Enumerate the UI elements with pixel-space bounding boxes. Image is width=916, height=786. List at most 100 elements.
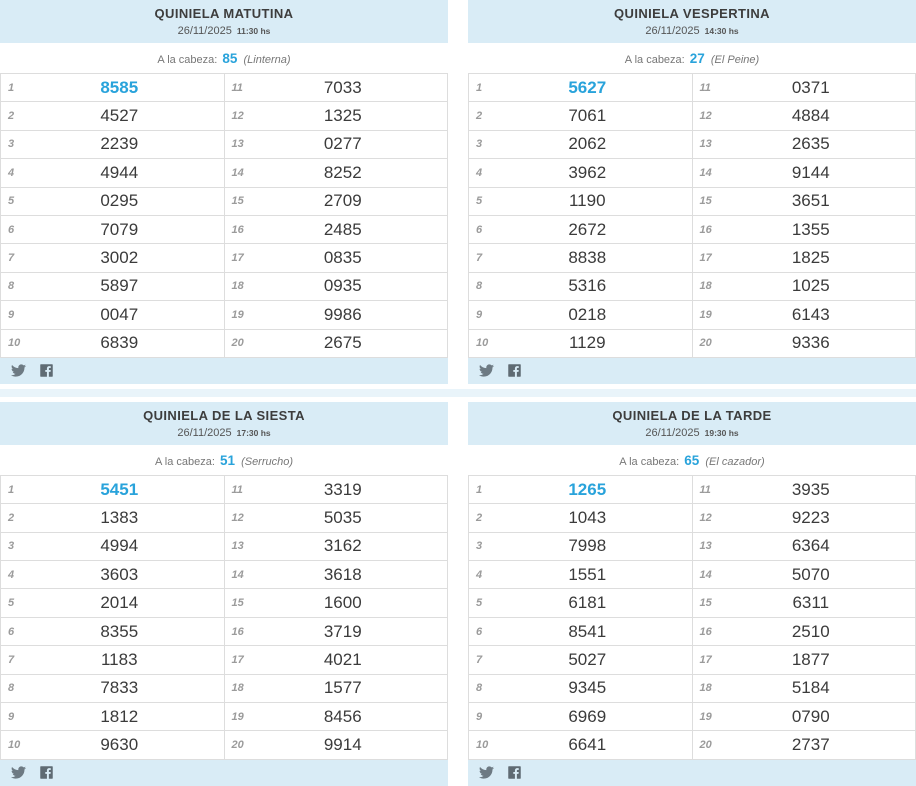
position-label: 15 [699, 195, 712, 208]
result-number: 6364 [791, 536, 830, 556]
share-bar [0, 357, 448, 384]
result-cell: 13 0277 [223, 130, 448, 159]
result-cell: 6 7079 [1, 216, 224, 243]
result-number: 6311 [792, 593, 830, 613]
position-label: 20 [699, 337, 712, 350]
position-label: 3 [476, 138, 483, 151]
draw-meta: 26/11/2025 19:30 hs [468, 425, 916, 440]
position-label: 16 [699, 625, 712, 638]
result-cell: 10 6641 [469, 731, 692, 758]
position-label: 10 [476, 337, 489, 350]
facebook-share-button[interactable] [507, 363, 522, 378]
result-number: 9144 [791, 162, 830, 182]
result-row: 1 5627 11 0371 [469, 74, 915, 103]
result-cell: 5 6181 [469, 589, 692, 616]
twitter-share-button[interactable] [479, 363, 494, 378]
position-label: 3 [476, 540, 483, 553]
result-number: 8456 [323, 706, 362, 726]
draw-date: 26/11/2025 [177, 426, 232, 439]
result-number: 1577 [323, 678, 362, 698]
result-cell: 15 2709 [223, 187, 448, 215]
result-number: 0935 [323, 276, 362, 296]
result-row: 7 1183 17 4021 [1, 646, 447, 675]
result-number: 0047 [100, 304, 139, 324]
position-label: 3 [8, 540, 15, 553]
position-label: 5 [476, 597, 483, 610]
result-cell: 20 9914 [223, 731, 448, 759]
result-cell: 15 1600 [223, 589, 448, 617]
result-cell: 6 8541 [469, 618, 692, 645]
result-number: 3719 [323, 621, 362, 641]
position-label: 13 [699, 138, 712, 151]
result-cell: 11 3935 [691, 475, 916, 504]
result-row: 8 9345 18 5184 [469, 674, 915, 704]
result-cell: 16 2485 [223, 215, 448, 244]
share-bar [468, 759, 916, 786]
position-label: 1 [476, 81, 483, 94]
draw-time: 17:30 hs [236, 427, 271, 438]
position-label: 16 [231, 223, 244, 236]
result-row: 1 1265 11 3935 [469, 475, 916, 505]
position-label: 20 [231, 337, 244, 350]
result-cell: 14 9144 [691, 159, 916, 187]
draw-time: 19:30 hs [704, 427, 739, 438]
position-label: 7 [8, 653, 15, 666]
draw-time: 11:30 hs [236, 26, 271, 36]
results-table: 1 1265 11 3935 2 1043 12 9223 3 7998 13 6364 4 1551 14… [468, 474, 916, 760]
draw-meta: 26/11/2025 17:30 hs [0, 425, 448, 440]
result-number: 4994 [100, 536, 139, 556]
result-cell: 2 1383 [1, 504, 224, 531]
result-cell: 5 0295 [1, 188, 224, 215]
result-row: 5 0295 15 2709 [1, 187, 448, 216]
result-number: 1383 [100, 507, 139, 527]
draw-time: 14:30 hs [704, 26, 739, 36]
result-row: 6 7079 16 2485 [1, 215, 448, 245]
result-cell: 18 1025 [691, 272, 916, 301]
position-label: 8 [8, 280, 15, 293]
result-row: 3 2239 13 0277 [1, 130, 448, 160]
result-cell: 11 7033 [223, 74, 448, 102]
result-number: 5070 [791, 564, 830, 584]
result-number: 4021 [323, 649, 362, 669]
result-number: 8252 [323, 162, 362, 182]
result-cell: 12 5035 [223, 504, 448, 532]
twitter-share-button[interactable] [11, 765, 26, 780]
result-row: 5 2014 15 1600 [1, 589, 448, 618]
result-row: 8 5316 18 1025 [469, 272, 916, 302]
result-cell: 8 9345 [469, 675, 692, 702]
result-row: 2 1043 12 9223 [469, 504, 915, 533]
result-row: 7 3002 17 0835 [1, 244, 447, 273]
result-number: 2675 [323, 333, 362, 353]
result-number: 7033 [323, 77, 362, 97]
position-label: 20 [231, 739, 244, 752]
result-cell: 7 3002 [1, 244, 224, 271]
panel-title: QUINIELA VESPERTINA [614, 6, 770, 21]
result-cell: 8 5897 [1, 273, 224, 300]
result-cell: 12 1325 [223, 102, 448, 130]
result-cell: 13 6364 [691, 532, 916, 561]
result-cell: 1 1265 [469, 476, 692, 503]
result-cell: 8 7833 [1, 675, 224, 702]
result-cell: 20 9336 [691, 329, 916, 357]
twitter-share-button[interactable] [479, 765, 494, 780]
facebook-share-button[interactable] [39, 363, 54, 378]
result-cell: 9 0047 [1, 301, 224, 328]
result-cell: 3 7998 [469, 533, 692, 560]
result-number: 1355 [791, 219, 830, 239]
result-cell: 5 1190 [469, 188, 692, 215]
facebook-share-button[interactable] [507, 765, 522, 780]
result-number: 2014 [100, 593, 139, 613]
result-cell: 2 7061 [469, 102, 692, 129]
head-number-name: (El cazador) [705, 455, 765, 468]
result-number: 9914 [323, 735, 362, 755]
result-number: 3002 [100, 248, 139, 268]
result-number: 7998 [568, 536, 607, 556]
result-cell: 2 4527 [1, 102, 224, 129]
result-number: 8585 [100, 77, 139, 97]
share-bar [0, 759, 448, 786]
twitter-share-button[interactable] [11, 363, 26, 378]
facebook-share-button[interactable] [39, 765, 54, 780]
head-number-row: A la cabeza: 51 (Serrucho) [0, 445, 448, 475]
result-number: 1825 [791, 248, 830, 268]
head-number-label: A la cabeza: [619, 455, 680, 468]
